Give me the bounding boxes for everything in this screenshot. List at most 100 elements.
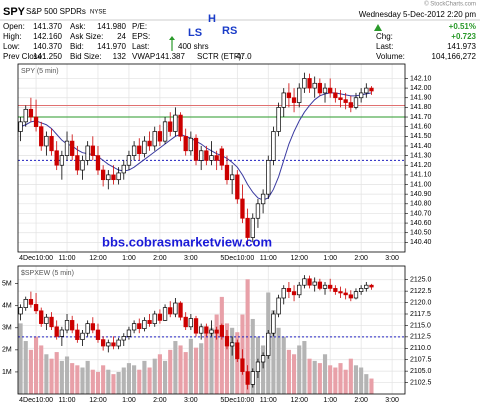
candle-body (137, 145, 142, 155)
quote-label: Bid Size: (70, 52, 102, 61)
change-pct: +0.51% (449, 22, 476, 31)
y-tick-label: 141.90 (410, 95, 432, 102)
candle-body (157, 131, 163, 142)
candle-body (333, 92, 338, 99)
volume-bar (101, 365, 106, 394)
volume-bar (147, 367, 152, 394)
volume-bar (297, 345, 302, 394)
candle-body (317, 82, 323, 94)
volume-bar (54, 352, 59, 394)
candle-body (178, 302, 183, 318)
candle-body (219, 325, 224, 337)
y-tick-label: 2117.5 (410, 311, 431, 318)
volume-bar (18, 323, 23, 394)
candle-body (100, 339, 106, 347)
volume-bar (132, 365, 137, 394)
quote-value: 400 shrs (178, 42, 209, 51)
candle-body (307, 278, 312, 286)
candle-body (209, 155, 214, 161)
quote-label: Volume: (376, 52, 405, 61)
datetime: Wednesday 5-Dec-2012 2:20 pm (359, 10, 477, 19)
candle-body (137, 323, 142, 329)
volume-bar (353, 365, 359, 394)
quote-value: +0.723 (451, 32, 476, 41)
candle-body (111, 342, 116, 347)
volume-tick-label: 5M (2, 280, 12, 287)
candle-body (44, 316, 49, 324)
candle-body (255, 203, 261, 219)
quote-label: Chg: (376, 32, 393, 41)
x-tick-label: 2:00 (153, 255, 167, 262)
volume-bar (70, 363, 75, 394)
candle-body (229, 174, 235, 181)
candle-body (286, 92, 292, 99)
candle-body (358, 92, 364, 99)
candle-body (271, 131, 276, 161)
volume-bar (178, 345, 183, 394)
volume-bar (276, 327, 281, 394)
volume-bar (328, 365, 333, 394)
y-tick-label: 140.60 (410, 220, 432, 227)
candle-body (70, 140, 75, 156)
last-arrow (169, 36, 175, 40)
candle-body (75, 329, 80, 340)
candle-body (204, 150, 209, 161)
volume-bar (343, 369, 348, 394)
volume-tick-label: 3M (2, 325, 12, 332)
candle-body (23, 108, 28, 123)
candle-body (152, 313, 157, 324)
candle-body (199, 326, 204, 334)
quote-label: P/E: (132, 22, 147, 31)
candle-body (95, 155, 101, 171)
volume-bar (44, 354, 49, 394)
x-tick-label: 5Dec10:00 (220, 397, 254, 404)
volume-bar (157, 354, 162, 394)
candle-body (369, 284, 374, 288)
security-name: S&P 500 SPDRs (26, 7, 86, 16)
candle-body (106, 342, 111, 347)
x-tick-label: 1:00 (323, 255, 337, 262)
candle-body (266, 332, 271, 356)
candle-body (250, 371, 255, 385)
candle-body (173, 302, 178, 315)
candle-body (276, 107, 281, 132)
candle-body (106, 174, 111, 181)
quote-value: 140.370 (33, 42, 62, 51)
volume-bar (302, 341, 307, 394)
candle-body (49, 316, 54, 328)
symbol: SPY (3, 6, 26, 18)
volume-bar (219, 296, 224, 394)
volume-bar (261, 345, 266, 394)
candle-body (33, 116, 39, 128)
y-tick-label: 140.80 (410, 201, 432, 208)
candle-body (131, 145, 137, 156)
volume-bar (204, 332, 209, 394)
volume-bar (80, 367, 85, 394)
quote-value: 141.970 (97, 42, 126, 51)
candle-body (328, 87, 333, 94)
x-tick-label: 1:00 (122, 397, 136, 404)
panel: 140.40 140.50 140.60 140.70 140.80 140.90 141.… (17, 63, 432, 262)
candle-body (44, 135, 49, 147)
x-tick-label: 12:00 (89, 397, 107, 404)
candle-body (219, 148, 224, 166)
candle-body (183, 135, 188, 152)
y-tick-label: 141.80 (410, 104, 432, 111)
candle-body (188, 137, 194, 152)
candle-body (199, 150, 204, 161)
candle-body (281, 288, 286, 299)
y-tick-label: 141.20 (410, 162, 432, 169)
candle-body (90, 323, 95, 331)
volume-bar (193, 347, 199, 394)
candle-body (240, 358, 245, 372)
candle-body (214, 329, 219, 334)
volume-bar (85, 360, 90, 394)
candle-body (245, 217, 250, 238)
candle-body (152, 131, 157, 147)
candle-body (322, 284, 328, 289)
x-tick-label: 1:00 (122, 255, 136, 262)
volume-bar (188, 338, 193, 394)
volume-bar (23, 341, 28, 394)
y-tick-label: 141.30 (410, 152, 432, 159)
candle-body (168, 121, 173, 132)
